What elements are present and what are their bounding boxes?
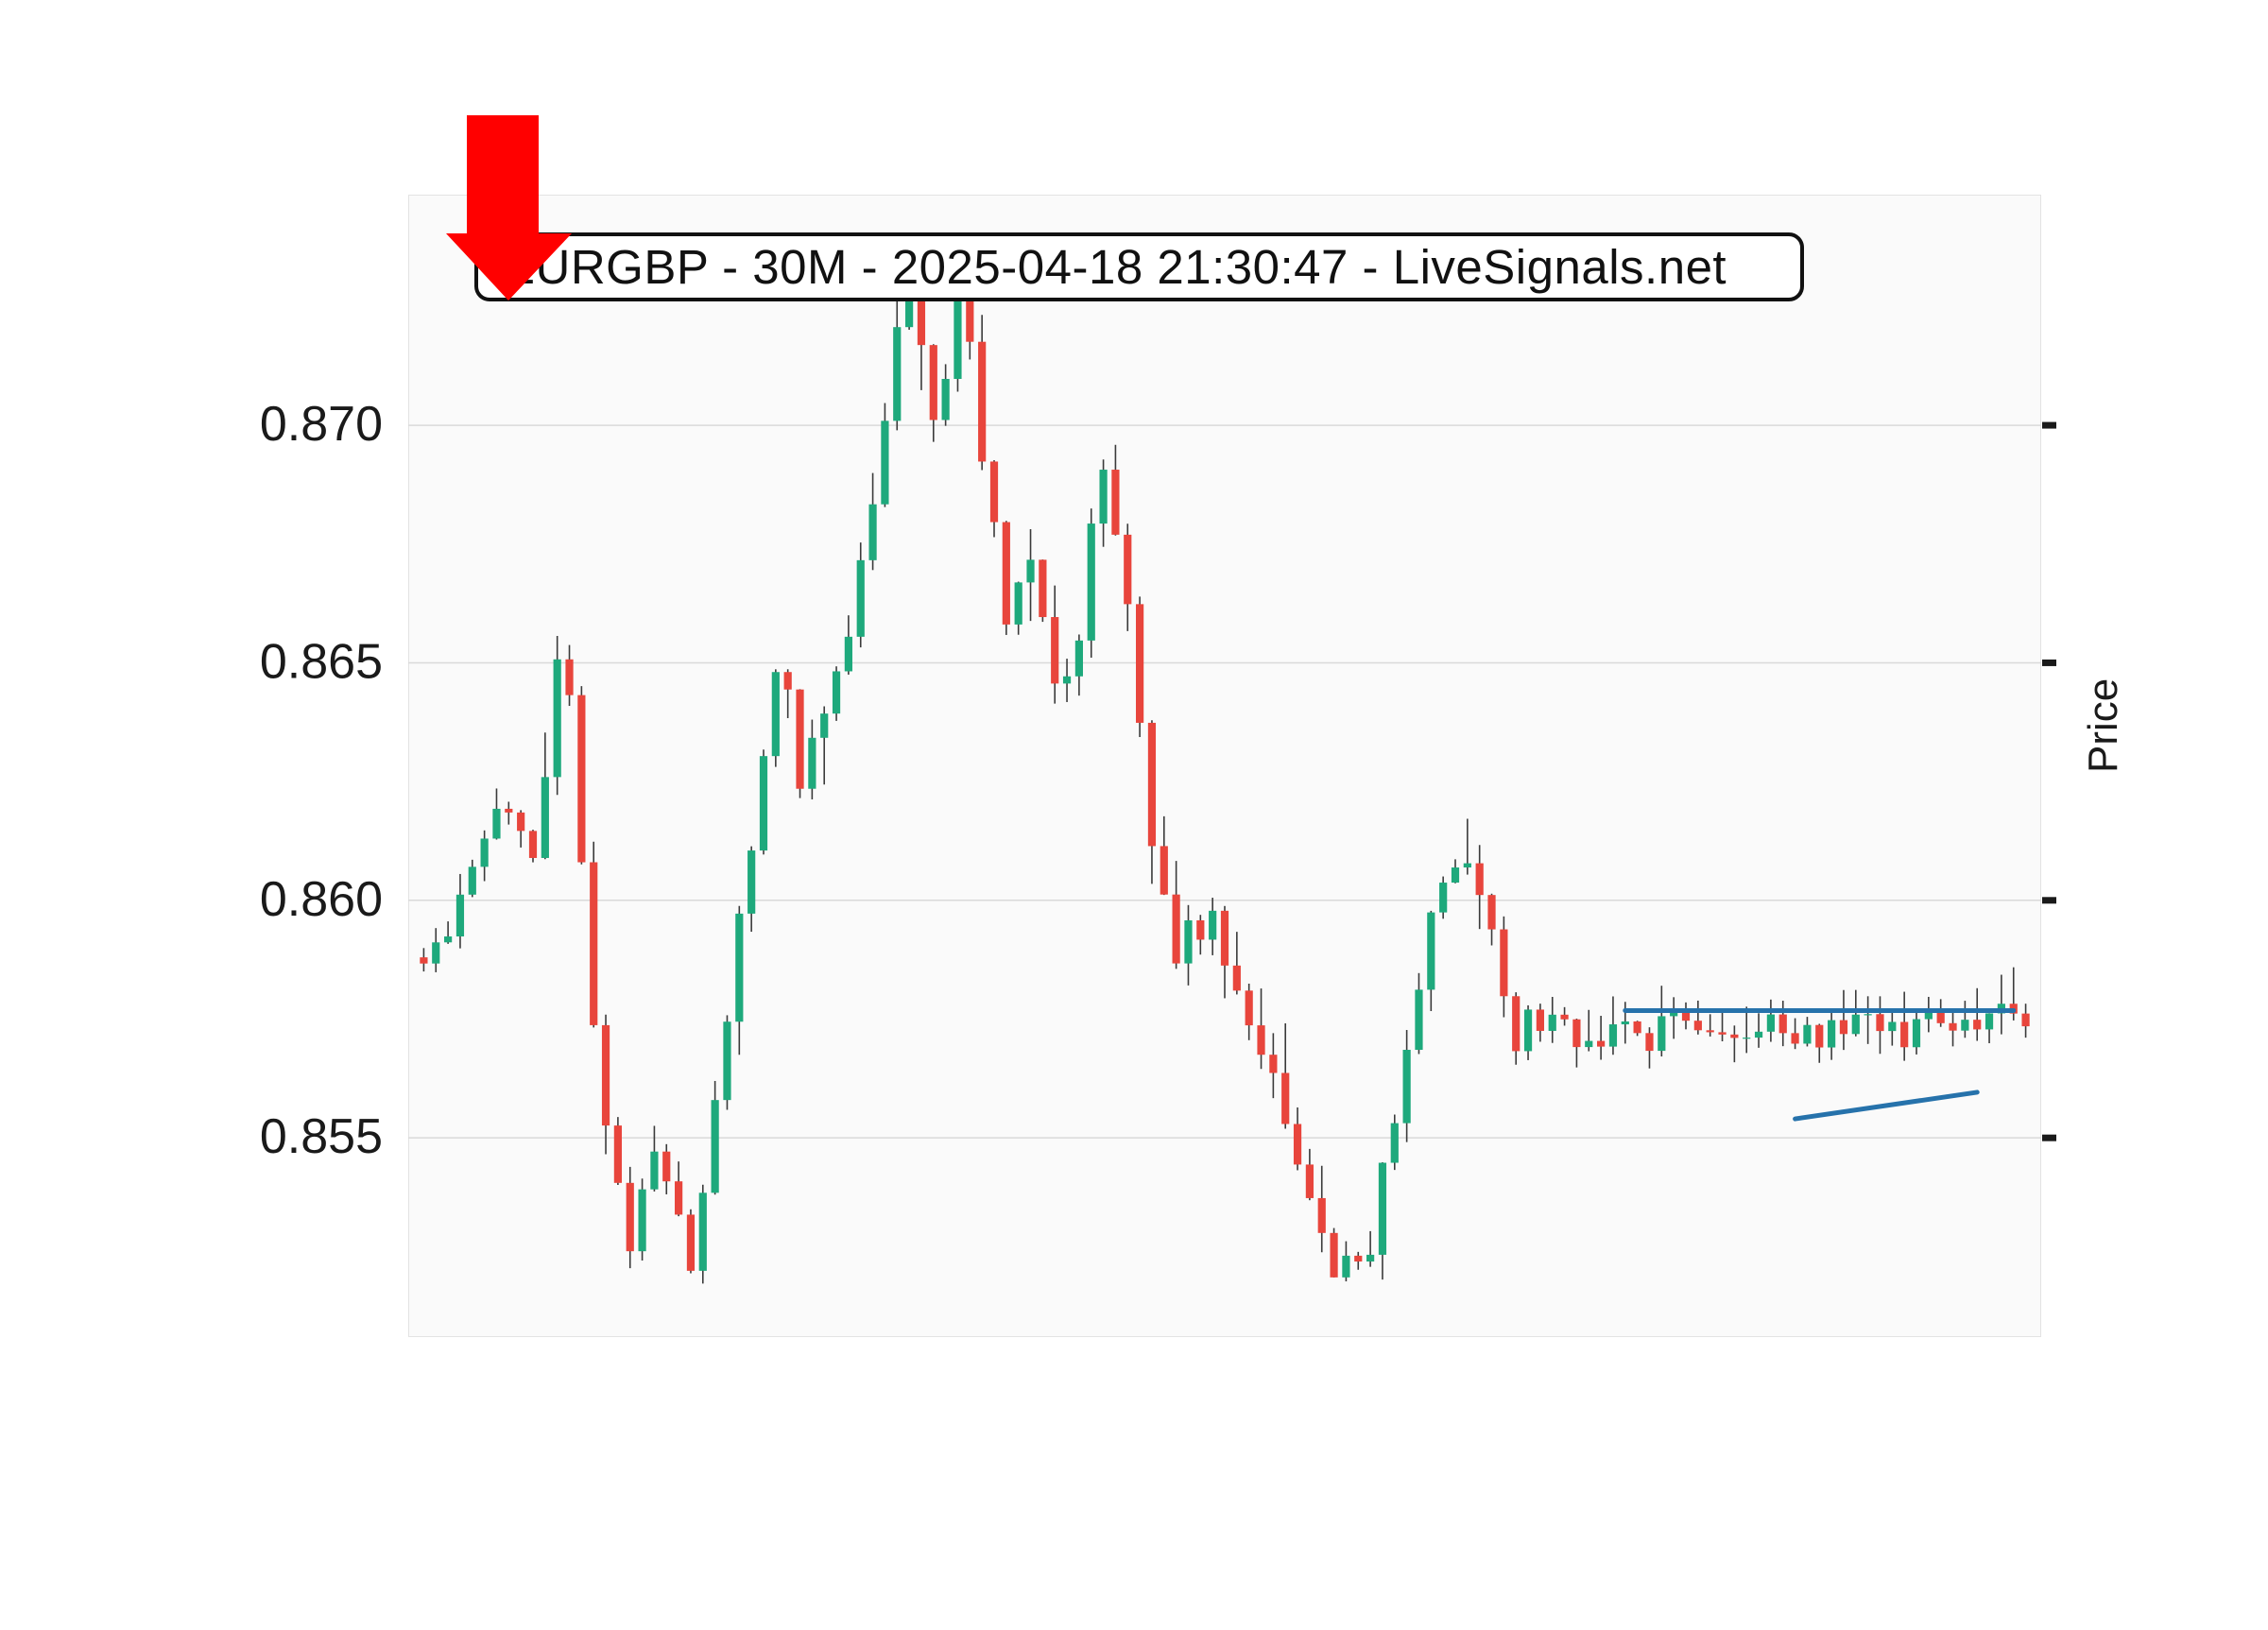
svg-text:0.855: 0.855 xyxy=(260,1109,383,1164)
svg-text:0.870: 0.870 xyxy=(260,397,383,452)
svg-text:0.865: 0.865 xyxy=(260,634,383,689)
svg-text:0.860: 0.860 xyxy=(260,872,383,927)
